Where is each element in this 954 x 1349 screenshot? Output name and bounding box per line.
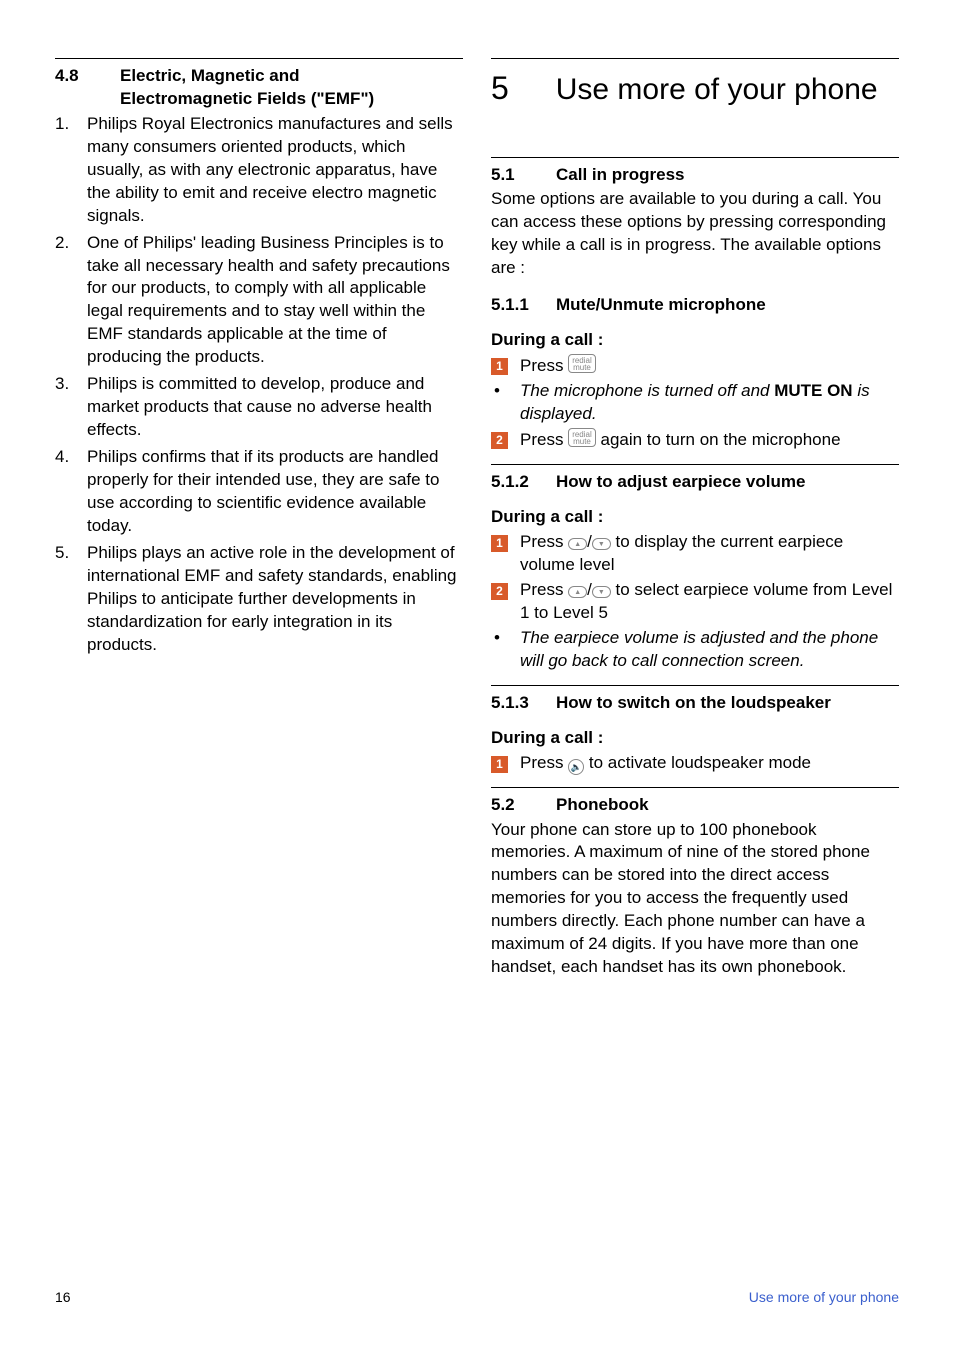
section-number: 5.1.1: [491, 294, 556, 317]
speaker-key-icon: 🔈: [568, 759, 584, 775]
bullet-dot-icon: •: [491, 380, 520, 403]
section-5-2-header: 5.2 Phonebook: [491, 794, 899, 817]
nav-up-key-icon: [568, 586, 587, 598]
chapter-5-header: 5 Use more of your phone: [491, 67, 899, 111]
divider: [491, 787, 899, 788]
step-number-icon: 1: [491, 535, 508, 552]
list-item: 2. One of Philips' leading Business Prin…: [55, 232, 463, 370]
mute-steps: 1 Press redial mute • The microphone is …: [491, 354, 899, 452]
list-item: 3. Philips is committed to develop, prod…: [55, 373, 463, 442]
during-a-call-label: During a call :: [491, 329, 899, 352]
section-5-1-1-header: 5.1.1 Mute/Unmute microphone: [491, 294, 899, 317]
during-a-call-label: During a call :: [491, 727, 899, 750]
step-item: 1 Press 🔈 to activate loudspeaker mode: [491, 752, 899, 775]
section-title: Call in progress: [556, 164, 899, 187]
section-5-1-header: 5.1 Call in progress: [491, 164, 899, 187]
step-number-icon: 2: [491, 583, 508, 600]
right-column: 5 Use more of your phone 5.1 Call in pro…: [491, 50, 899, 979]
step-item: 1 Press redial mute: [491, 354, 899, 378]
section-title: Mute/Unmute microphone: [556, 294, 899, 317]
divider: [491, 464, 899, 465]
nav-down-key-icon: [592, 586, 611, 598]
list-item: 1. Philips Royal Electronics manufacture…: [55, 113, 463, 228]
step-number-icon: 1: [491, 756, 508, 773]
emf-list: 1. Philips Royal Electronics manufacture…: [55, 113, 463, 657]
page-number: 16: [55, 1288, 71, 1307]
section-5-1-2-header: 5.1.2 How to adjust earpiece volume: [491, 471, 899, 494]
step-item: 2 Press / to select earpiece volume from…: [491, 579, 899, 625]
step-number-icon: 2: [491, 432, 508, 449]
section-title: Phonebook: [556, 794, 899, 817]
step-item: 1 Press / to display the current earpiec…: [491, 531, 899, 577]
section-number: 4.8: [55, 65, 120, 111]
section-number: 5.1.2: [491, 471, 556, 494]
list-item: 4. Philips confirms that if its products…: [55, 446, 463, 538]
section-4-8-header: 4.8 Electric, Magnetic and Electromagnet…: [55, 65, 463, 111]
divider: [491, 58, 899, 59]
section-number: 5.1.3: [491, 692, 556, 715]
section-5-1-intro: Some options are available to you during…: [491, 188, 899, 280]
nav-down-key-icon: [592, 538, 611, 550]
running-head: Use more of your phone: [749, 1288, 899, 1307]
step-item: 2 Press redial mute again to turn on the…: [491, 428, 899, 452]
section-5-1-3-header: 5.1.3 How to switch on the loudspeaker: [491, 692, 899, 715]
section-number: 5.1: [491, 164, 556, 187]
volume-steps: 1 Press / to display the current earpiec…: [491, 531, 899, 673]
chapter-title: Use more of your phone: [556, 73, 878, 106]
redial-mute-key-icon: redial mute: [568, 354, 596, 373]
list-item: 5. Philips plays an active role in the d…: [55, 542, 463, 657]
step-item: • The microphone is turned off and MUTE …: [491, 380, 899, 426]
loudspeaker-steps: 1 Press 🔈 to activate loudspeaker mode: [491, 752, 899, 775]
step-item: • The earpiece volume is adjusted and th…: [491, 627, 899, 673]
divider: [55, 58, 463, 59]
section-title: How to switch on the loudspeaker: [556, 692, 899, 715]
redial-mute-key-icon: redial mute: [568, 428, 596, 447]
section-title: Electric, Magnetic and Electromagnetic F…: [120, 65, 463, 111]
section-number: 5.2: [491, 794, 556, 817]
section-title: How to adjust earpiece volume: [556, 471, 899, 494]
chapter-number: 5: [491, 67, 551, 110]
bullet-dot-icon: •: [491, 627, 520, 650]
left-column: 4.8 Electric, Magnetic and Electromagnet…: [55, 50, 463, 979]
divider: [491, 157, 899, 158]
step-number-icon: 1: [491, 358, 508, 375]
section-5-2-body: Your phone can store up to 100 phonebook…: [491, 819, 899, 980]
during-a-call-label: During a call :: [491, 506, 899, 529]
divider: [491, 685, 899, 686]
nav-up-key-icon: [568, 538, 587, 550]
page-footer: 16 Use more of your phone: [55, 1288, 899, 1307]
